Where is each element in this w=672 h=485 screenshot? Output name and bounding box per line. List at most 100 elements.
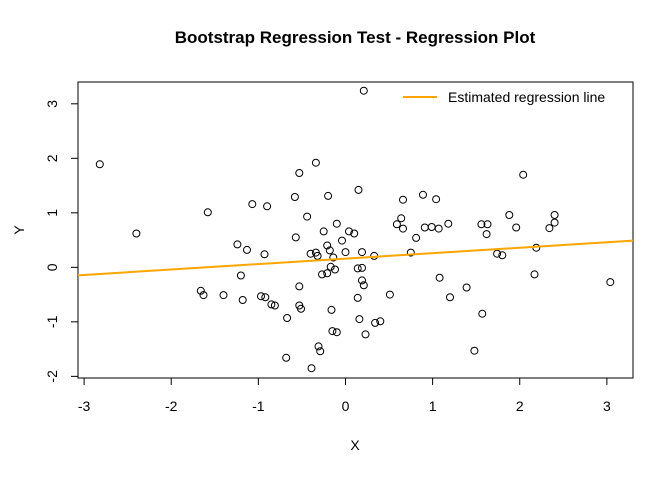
data-point <box>203 208 212 217</box>
data-point <box>327 305 336 314</box>
data-point <box>332 219 341 228</box>
x-tick-label: -3 <box>78 398 91 414</box>
data-point <box>331 265 339 274</box>
data-point <box>519 170 528 179</box>
data-point <box>353 264 362 273</box>
data-point <box>434 224 443 233</box>
data-point <box>283 314 292 322</box>
data-point <box>406 248 415 257</box>
data-point <box>295 282 304 291</box>
x-tick-label: 2 <box>516 398 524 414</box>
data-point <box>341 248 350 257</box>
data-point <box>359 86 368 95</box>
x-tick-label: 1 <box>429 398 437 414</box>
data-point <box>397 214 406 223</box>
data-point <box>314 342 323 351</box>
data-point <box>483 220 492 229</box>
data-point <box>606 278 615 287</box>
data-point <box>427 223 436 231</box>
x-axis-ticks: -3 -2 -1 0 1 2 3 <box>78 378 611 414</box>
data-point <box>350 229 359 238</box>
data-point <box>303 212 312 221</box>
data-point <box>295 169 304 177</box>
data-point <box>385 290 394 299</box>
data-point <box>238 296 247 304</box>
data-point <box>435 273 444 282</box>
chart-title: Bootstrap Regression Test - Regression P… <box>175 28 536 47</box>
data-point <box>420 223 429 232</box>
data-point <box>353 293 362 302</box>
data-point <box>550 218 559 227</box>
data-point <box>376 317 385 326</box>
data-point <box>257 292 265 301</box>
data-point <box>248 200 257 209</box>
data-point <box>358 248 366 257</box>
data-point <box>324 191 333 200</box>
data-point <box>444 219 453 228</box>
data-point <box>419 190 427 199</box>
data-point <box>478 309 487 318</box>
data-point <box>282 353 291 362</box>
data-point <box>530 270 539 279</box>
data-points <box>95 86 615 373</box>
data-point <box>297 304 305 313</box>
y-axis-label: Y <box>11 225 27 235</box>
data-point <box>132 229 141 238</box>
legend: Estimated regression line <box>403 89 605 105</box>
data-point <box>325 246 334 255</box>
data-point <box>306 249 315 258</box>
data-point <box>196 286 205 295</box>
data-point <box>505 211 514 219</box>
data-point <box>260 250 269 259</box>
y-tick-label: 2 <box>44 154 60 162</box>
data-point <box>399 224 407 233</box>
x-tick-label: 0 <box>342 398 350 414</box>
data-point <box>412 233 421 242</box>
data-point <box>493 249 502 258</box>
y-tick-label: -1 <box>44 315 60 328</box>
data-point <box>446 293 454 302</box>
data-point <box>319 227 328 236</box>
y-tick-label: 3 <box>44 100 60 108</box>
data-point <box>462 283 471 292</box>
data-point <box>371 318 380 327</box>
data-point <box>482 230 491 239</box>
data-point <box>316 347 325 356</box>
x-tick-label: -2 <box>165 398 178 414</box>
data-point <box>326 262 335 271</box>
data-point <box>432 195 441 204</box>
x-tick-label: -1 <box>252 398 265 414</box>
data-point <box>307 364 316 373</box>
data-point <box>498 251 507 260</box>
data-point <box>233 240 242 249</box>
data-point <box>263 202 272 211</box>
data-point <box>311 158 320 167</box>
plot-box <box>77 81 634 379</box>
data-point <box>219 291 228 300</box>
data-point <box>338 236 346 245</box>
x-tick-label: 3 <box>603 398 611 414</box>
data-point <box>332 328 341 337</box>
regression-line <box>77 239 634 277</box>
data-point <box>359 281 368 290</box>
data-point <box>470 346 479 355</box>
data-point <box>550 211 559 219</box>
data-point <box>477 220 486 229</box>
data-point <box>361 330 370 339</box>
y-tick-label: -2 <box>44 370 60 383</box>
y-axis-ticks: -2 -1 0 1 2 3 <box>44 100 78 383</box>
data-point <box>399 195 407 204</box>
data-point <box>318 270 326 279</box>
data-point <box>323 241 332 250</box>
data-point <box>291 233 300 242</box>
y-tick-label: 0 <box>44 263 60 271</box>
data-point <box>199 291 208 300</box>
data-point <box>270 301 279 310</box>
data-point <box>512 223 521 232</box>
data-point <box>243 245 251 254</box>
data-point <box>323 269 332 278</box>
data-point <box>392 220 401 229</box>
legend-label: Estimated regression line <box>448 89 605 105</box>
